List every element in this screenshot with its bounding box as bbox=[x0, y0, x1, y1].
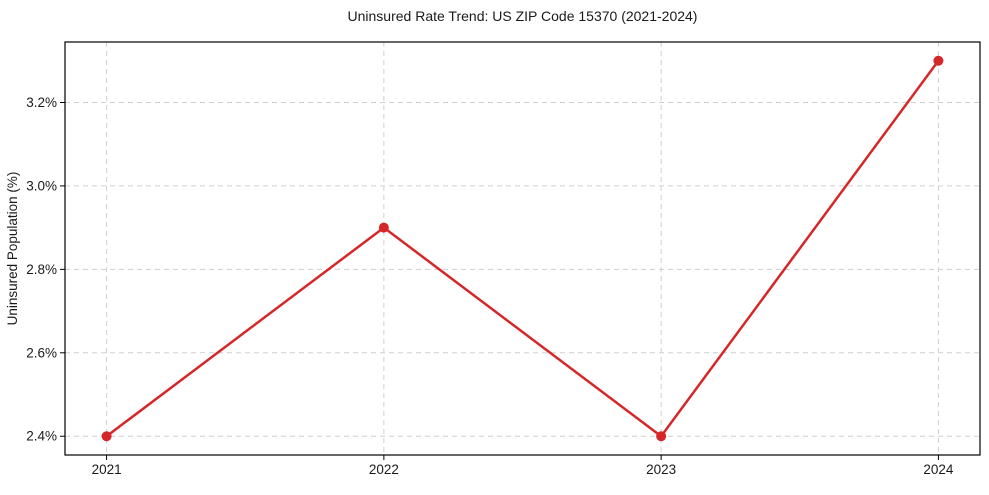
x-tick-label: 2024 bbox=[923, 462, 954, 477]
x-tick-label: 2023 bbox=[646, 462, 676, 477]
data-point-marker bbox=[933, 55, 944, 66]
y-tick-label: 2.8% bbox=[26, 262, 57, 277]
y-axis-label: Uninsured Population (%) bbox=[5, 172, 20, 326]
data-point-marker bbox=[656, 431, 667, 442]
chart-title: Uninsured Rate Trend: US ZIP Code 15370 … bbox=[348, 8, 698, 24]
data-point-marker bbox=[101, 431, 112, 442]
x-tick-label: 2022 bbox=[369, 462, 399, 477]
trend-line bbox=[105, 59, 940, 438]
plot-border bbox=[64, 41, 981, 456]
data-point-marker bbox=[378, 222, 389, 233]
y-tick-label: 3.0% bbox=[26, 178, 57, 193]
y-tick-label: 2.4% bbox=[26, 429, 57, 444]
y-tick-label: 2.6% bbox=[26, 345, 57, 360]
x-tick-label: 2021 bbox=[92, 462, 122, 477]
y-tick-label: 3.2% bbox=[26, 95, 57, 110]
